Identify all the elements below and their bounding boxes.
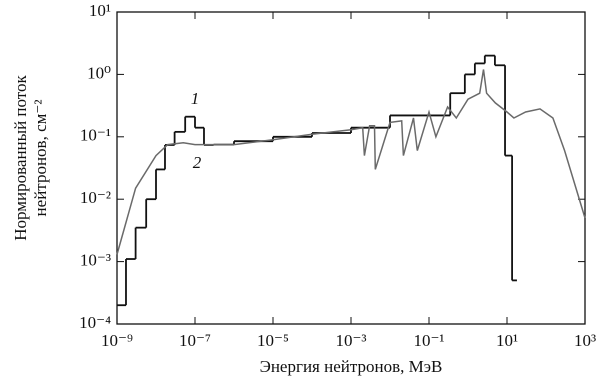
plot-frame: [116, 11, 586, 325]
x-tick-label: 10⁻³: [335, 331, 366, 350]
y-axis-label: нейтронов, см⁻²: [31, 100, 50, 217]
y-tick-label: 10⁻³: [80, 251, 111, 270]
x-tick-label: 10⁻⁵: [257, 331, 289, 350]
y-tick-label: 10⁻²: [80, 188, 111, 207]
x-tick-label: 10⁻⁹: [101, 331, 133, 350]
curve-label: 2: [193, 153, 202, 172]
curve-label: 1: [191, 89, 200, 108]
y-tick-label: 10⁻⁴: [79, 313, 111, 332]
y-tick-label: 10⁰: [87, 63, 111, 82]
x-tick-label: 10⁻¹: [413, 331, 444, 350]
curve: [116, 69, 586, 255]
y-tick-label: 10⁻¹: [80, 126, 111, 145]
x-tick-label: 10³: [574, 331, 596, 350]
x-axis-label: Энергия нейтронов, МэВ: [260, 357, 443, 376]
y-axis-label: Нормированный поток: [11, 74, 30, 240]
x-tick-label: 10¹: [496, 331, 518, 350]
y-tick-label: 10¹: [89, 1, 111, 20]
x-tick-label: 10⁻⁷: [179, 331, 211, 350]
